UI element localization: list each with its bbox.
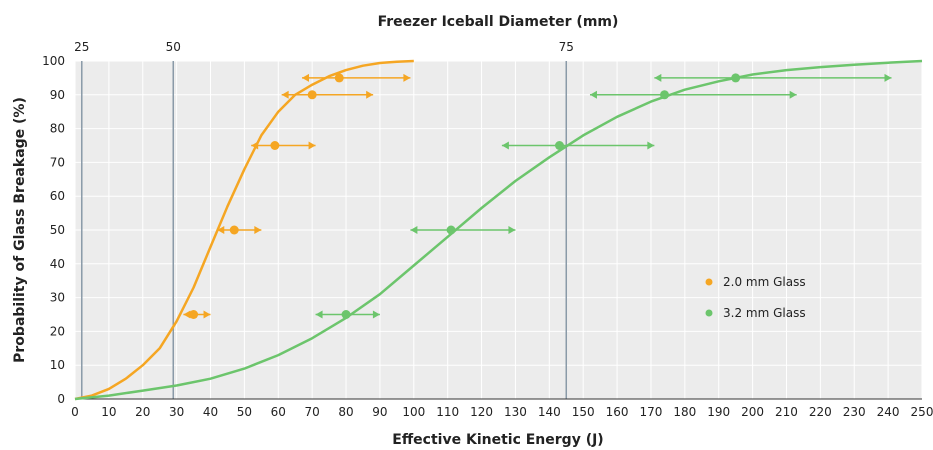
legend: 2.0 mm Glass 3.2 mm Glass: [705, 275, 806, 320]
series-2-point-1-error-right-arrow: [372, 310, 380, 319]
x-tick-label-30: 30: [169, 405, 184, 419]
series-2-point-3-error-left-arrow: [501, 141, 509, 150]
x-tick-label-110: 110: [436, 405, 459, 419]
y-tick-label-20: 20: [50, 324, 65, 338]
y-tick-label-70: 70: [50, 155, 65, 169]
y-tick-label-80: 80: [50, 122, 65, 136]
series-1-point-2-error-left-arrow: [217, 226, 225, 234]
y-tick-labels: 0 10 20 30 40 50 60 70 80 90 100: [42, 54, 65, 406]
legend-marker-2: [705, 309, 713, 317]
x-tick-label-90: 90: [372, 405, 387, 419]
series-1-point-2-marker: [229, 225, 239, 235]
y-tick-label-60: 60: [50, 189, 65, 203]
series-2-point-2-error-left-arrow: [410, 226, 418, 234]
top-axis-title: Freezer Iceball Diameter (mm): [378, 14, 619, 30]
series-2-point-4-error-left-arrow: [589, 90, 597, 99]
top-axis-tick-labels: 25 50 75: [74, 40, 574, 54]
x-tick-label-230: 230: [843, 405, 866, 419]
x-tick-label-160: 160: [606, 405, 629, 419]
series-1: [74, 59, 414, 401]
series-1-point-4-error-right-arrow: [366, 90, 374, 99]
series-layer: [74, 59, 923, 401]
x-tick-label-190: 190: [707, 405, 730, 419]
series-1-point-1-error-left-arrow: [183, 310, 191, 319]
x-tick-label-70: 70: [305, 405, 320, 419]
x-axis-title: Effective Kinetic Energy (J): [392, 432, 603, 448]
series-1-point-3-error-right-arrow: [308, 141, 316, 150]
series-1-point-5-error-left-arrow: [301, 73, 309, 82]
series-2-point-4-error-right-arrow: [789, 90, 797, 99]
legend-marker-1: [705, 278, 713, 286]
series-1-point-1-marker: [189, 310, 199, 319]
series-2-point-4-marker: [660, 90, 670, 100]
series-2-point-2-error-right-arrow: [508, 226, 516, 234]
series-2-curve: [74, 59, 923, 401]
series-2-point-5-marker: [731, 73, 741, 83]
x-tick-label-180: 180: [673, 405, 696, 419]
diameter-reference-lines: [81, 61, 568, 399]
x-tick-label-170: 170: [640, 405, 663, 419]
x-tick-label-120: 120: [470, 405, 493, 419]
series-1-point-2-error-right-arrow: [254, 226, 262, 234]
x-tick-label-10: 10: [101, 405, 116, 419]
series-2-point-1-marker: [341, 310, 351, 319]
x-tick-label-220: 220: [809, 405, 832, 419]
top-tick-label-50: 50: [166, 40, 181, 54]
series-1-curve: [74, 59, 414, 401]
x-tick-label-240: 240: [877, 405, 900, 419]
series-2-point-5-error-right-arrow: [884, 73, 892, 82]
top-tick-label-75: 75: [559, 40, 574, 54]
x-tick-label-0: 0: [71, 405, 79, 419]
x-tick-label-40: 40: [203, 405, 218, 419]
x-tick-labels: 0 10 20 30 40 50 60 70 80 90 100 110 120 130 140 150 160…: [71, 405, 933, 419]
series-2: [74, 59, 923, 401]
series-1-point-3-marker: [270, 141, 280, 150]
series-2-point-3-marker: [554, 141, 564, 150]
legend-label-2: 3.2 mm Glass: [723, 306, 806, 320]
x-tick-label-130: 130: [504, 405, 527, 419]
x-tick-label-80: 80: [338, 405, 353, 419]
series-1-point-5-marker: [334, 73, 344, 83]
series-1-point-5-error-right-arrow: [403, 73, 411, 82]
series-2-point-1-error-left-arrow: [315, 310, 323, 319]
top-tick-label-25: 25: [74, 40, 89, 54]
series-1-point-4-marker: [307, 90, 317, 100]
series-1-point-3-error-left-arrow: [251, 141, 259, 150]
legend-label-1: 2.0 mm Glass: [723, 275, 806, 289]
y-tick-label-0: 0: [57, 392, 65, 406]
x-tick-label-210: 210: [775, 405, 798, 419]
x-tick-label-250: 250: [911, 405, 933, 419]
x-tick-label-200: 200: [741, 405, 764, 419]
y-tick-label-100: 100: [42, 54, 65, 68]
y-tick-label-50: 50: [50, 223, 65, 237]
x-tick-label-140: 140: [538, 405, 561, 419]
y-axis-title: Probability of Glass Breakage (%): [12, 97, 28, 363]
series-1-point-1-error-right-arrow: [203, 310, 211, 319]
x-tick-label-60: 60: [271, 405, 286, 419]
series-2-point-5-error-left-arrow: [654, 73, 662, 82]
x-tick-label-20: 20: [135, 405, 150, 419]
series-2-point-2-marker: [446, 225, 456, 235]
y-tick-label-30: 30: [50, 291, 65, 305]
series-1-point-4-error-left-arrow: [281, 90, 289, 99]
x-tick-label-150: 150: [572, 405, 595, 419]
x-tick-label-50: 50: [237, 405, 252, 419]
y-tick-label-40: 40: [50, 257, 65, 271]
x-tick-label-100: 100: [402, 405, 425, 419]
y-tick-label-90: 90: [50, 88, 65, 102]
y-tick-label-10: 10: [50, 358, 65, 372]
series-2-point-3-error-right-arrow: [647, 141, 655, 150]
